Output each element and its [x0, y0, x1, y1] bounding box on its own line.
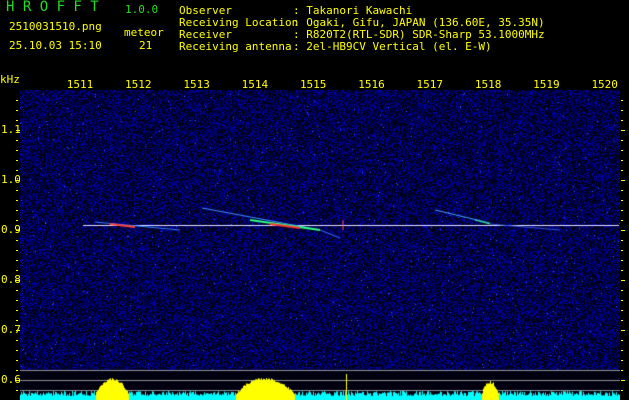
khz-tick — [16, 280, 20, 281]
khz-tick — [621, 180, 625, 181]
khz-tick — [621, 230, 625, 231]
khz-tick — [621, 340, 623, 341]
khz-tick — [16, 100, 18, 101]
khz-tick — [16, 320, 18, 321]
khz-tick — [621, 170, 623, 171]
khz-tick — [16, 300, 18, 301]
khz-tick — [16, 180, 20, 181]
khz-tick — [16, 290, 18, 291]
khz-tick — [621, 140, 623, 141]
khz-tick-label: 1.0 — [1, 173, 21, 186]
khz-tick — [621, 160, 623, 161]
meteor-label: meteor — [124, 26, 164, 39]
khz-tick — [621, 270, 623, 271]
khz-tick-label: 0.7 — [1, 323, 21, 336]
khz-tick — [16, 310, 18, 311]
freq-tick-label: 1513 — [183, 78, 210, 91]
khz-tick — [16, 130, 20, 131]
khz-tick — [16, 140, 18, 141]
khz-tick — [16, 330, 20, 331]
info-location-value: : Ogaki, Gifu, JAPAN (136.60E, 35.35N) — [293, 16, 545, 29]
info-receiver-value: : R820T2(RTL-SDR) SDR-Sharp 53.1000MHz — [293, 28, 545, 41]
khz-tick — [16, 110, 18, 111]
khz-tick — [621, 300, 623, 301]
freq-tick-label: 1517 — [416, 78, 444, 91]
khz-tick — [621, 110, 623, 111]
khz-tick — [621, 390, 623, 391]
freq-tick-label: 1518 — [474, 78, 502, 91]
khz-tick — [16, 210, 18, 211]
khz-tick — [621, 360, 623, 361]
khz-tick — [16, 220, 18, 221]
khz-tick-label: 0.6 — [1, 373, 21, 386]
khz-tick — [16, 190, 18, 191]
khz-tick — [16, 370, 18, 371]
khz-tick — [621, 120, 623, 121]
freq-tick-label: 1511 — [66, 78, 94, 91]
freq-tick-label: 1514 — [241, 78, 269, 91]
khz-tick — [621, 310, 623, 311]
khz-tick — [16, 160, 18, 161]
khz-tick — [16, 390, 18, 391]
khz-tick — [621, 130, 625, 131]
khz-tick — [621, 260, 623, 261]
spectrogram — [20, 90, 620, 400]
khz-tick — [621, 240, 623, 241]
khz-tick-label: 0.9 — [1, 223, 21, 236]
app-logo: H R O F F T — [6, 0, 99, 15]
info-location-label: Receiving Location — [179, 16, 299, 29]
khz-tick — [621, 290, 623, 291]
khz-tick — [621, 220, 623, 221]
file-datetime: 25.10.03 15:10 — [9, 39, 102, 52]
khz-tick — [16, 270, 18, 271]
info-observer-label: Observer — [179, 4, 232, 17]
khz-tick — [621, 380, 625, 381]
khz-tick — [621, 190, 623, 191]
khz-tick — [16, 350, 18, 351]
info-receiver-label: Receiver — [179, 28, 232, 41]
freq-tick-label: 1512 — [125, 78, 152, 91]
info-antenna-label: Receiving antenna — [179, 40, 292, 53]
khz-tick — [621, 200, 623, 201]
khz-tick — [16, 170, 18, 171]
khz-tick — [621, 320, 623, 321]
file-name: 2510031510.png — [9, 20, 102, 33]
khz-tick — [16, 240, 18, 241]
meteor-count: 21 — [139, 39, 153, 52]
khz-tick — [621, 250, 623, 251]
khz-tick — [621, 150, 623, 151]
khz-tick — [16, 260, 18, 261]
axis-unit: kHz — [0, 73, 20, 86]
freq-tick-label: 1520 — [591, 78, 618, 91]
khz-tick — [621, 280, 625, 281]
khz-tick — [16, 200, 18, 201]
info-antenna-value: : 2el-HB9CV Vertical (el. E-W) — [293, 40, 492, 53]
freq-tick-label: 1515 — [299, 78, 327, 91]
app-version: 1.0.0 — [125, 3, 159, 16]
khz-tick — [621, 330, 625, 331]
khz-tick — [621, 350, 623, 351]
khz-tick — [16, 230, 20, 231]
freq-tick-label: 1516 — [358, 78, 385, 91]
khz-tick — [621, 210, 623, 211]
khz-tick — [621, 370, 623, 371]
khz-tick — [16, 150, 18, 151]
khz-tick — [16, 340, 18, 341]
khz-tick — [16, 120, 18, 121]
khz-tick — [16, 380, 20, 381]
info-observer-value: : Takanori Kawachi — [293, 4, 413, 17]
khz-tick-label: 0.8 — [1, 273, 21, 286]
khz-tick-label: 1.1 — [1, 123, 21, 136]
khz-tick — [621, 100, 623, 101]
khz-tick — [16, 360, 18, 361]
khz-tick — [16, 250, 18, 251]
freq-tick-label: 1519 — [533, 78, 560, 91]
